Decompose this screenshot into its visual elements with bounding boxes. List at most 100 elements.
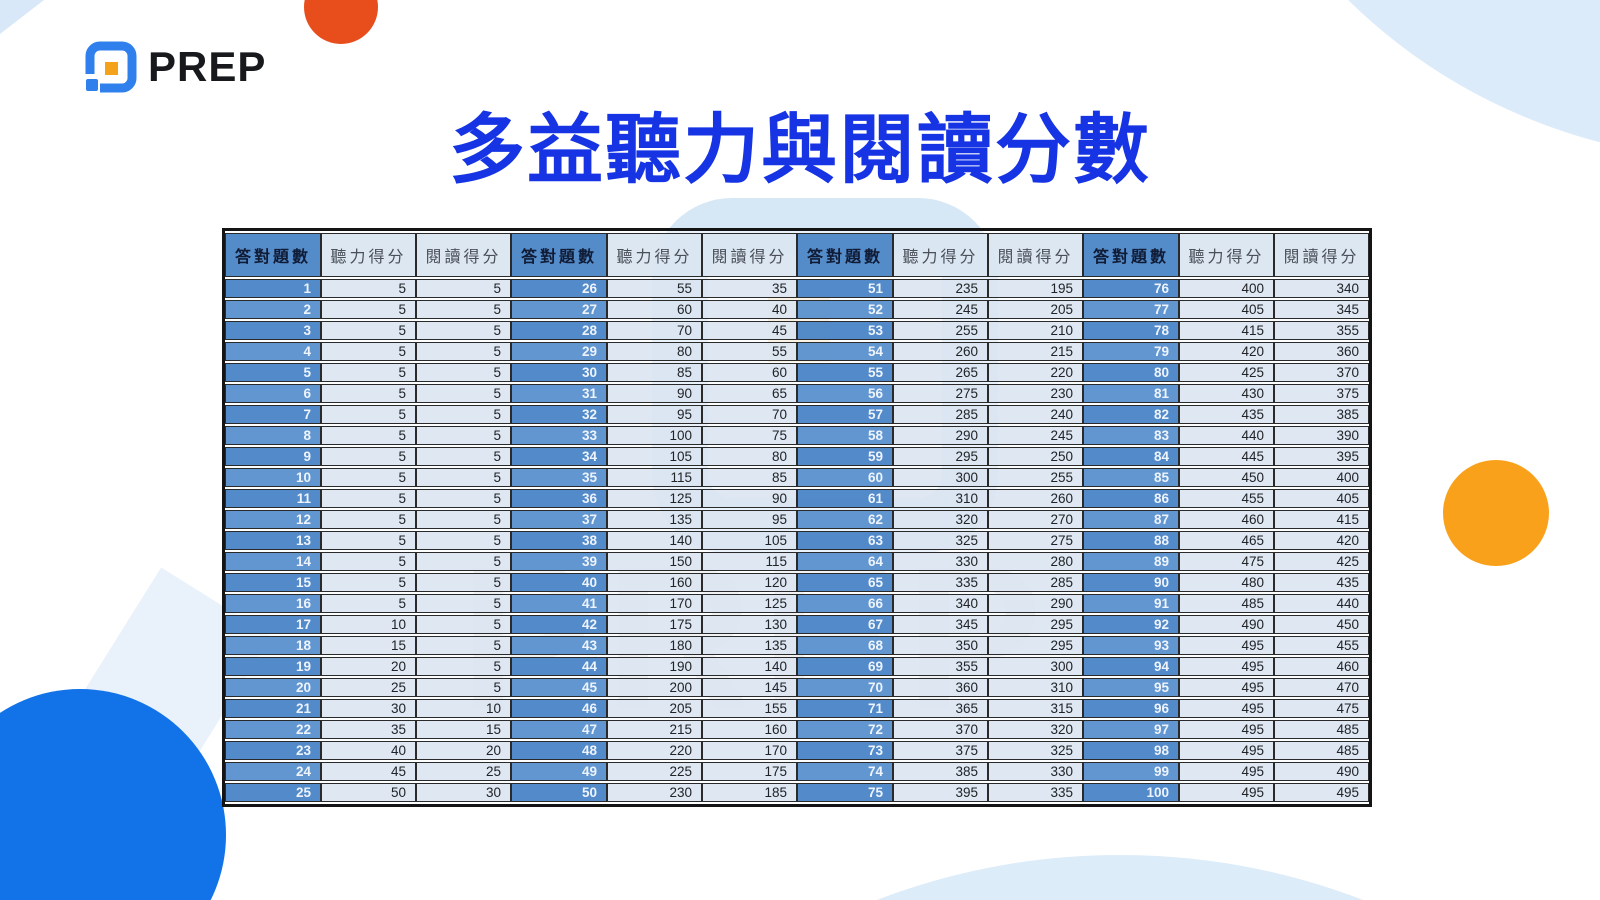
table-row: 13 5 5 38 140 105 63 325 275 88 465 420 [225, 531, 1369, 550]
listening-score-cell: 255 [893, 321, 988, 340]
light-blue-bottom-arc-decoration [440, 855, 1600, 900]
questions-cell: 62 [797, 510, 893, 529]
reading-score-cell: 270 [988, 510, 1083, 529]
listening-score-cell: 15 [321, 636, 416, 655]
questions-cell: 45 [511, 678, 607, 697]
listening-score-cell: 5 [321, 279, 416, 298]
questions-cell: 75 [797, 783, 893, 802]
page-title: 多益聽力與閱讀分數 [449, 108, 1151, 193]
reading-score-cell: 290 [988, 594, 1083, 613]
listening-score-cell: 40 [321, 741, 416, 760]
questions-cell: 6 [225, 384, 321, 403]
reading-score-cell: 55 [702, 342, 797, 361]
reading-score-cell: 315 [988, 699, 1083, 718]
questions-cell: 2 [225, 300, 321, 319]
questions-cell: 94 [1083, 657, 1179, 676]
reading-score-cell: 5 [416, 447, 511, 466]
listening-score-cell: 375 [893, 741, 988, 760]
red-orange-circle-decoration [304, 0, 378, 44]
questions-cell: 88 [1083, 531, 1179, 550]
reading-score-cell: 330 [988, 762, 1083, 781]
reading-score-cell: 185 [702, 783, 797, 802]
questions-cell: 54 [797, 342, 893, 361]
questions-cell: 19 [225, 657, 321, 676]
questions-cell: 30 [511, 363, 607, 382]
reading-score-cell: 20 [416, 741, 511, 760]
reading-score-cell: 320 [988, 720, 1083, 739]
listening-score-cell: 455 [1179, 489, 1274, 508]
listening-score-cell: 300 [893, 468, 988, 487]
reading-score-cell: 5 [416, 321, 511, 340]
reading-score-cell: 170 [702, 741, 797, 760]
questions-cell: 91 [1083, 594, 1179, 613]
questions-cell: 49 [511, 762, 607, 781]
listening-header: 聽力得分 [607, 233, 702, 277]
questions-cell: 15 [225, 573, 321, 592]
listening-score-cell: 285 [893, 405, 988, 424]
questions-cell: 89 [1083, 552, 1179, 571]
questions-cell: 93 [1083, 636, 1179, 655]
listening-score-cell: 5 [321, 489, 416, 508]
listening-score-cell: 320 [893, 510, 988, 529]
table-row: 16 5 5 41 170 125 66 340 290 91 485 440 [225, 594, 1369, 613]
questions-cell: 86 [1083, 489, 1179, 508]
questions-cell: 42 [511, 615, 607, 634]
reading-score-cell: 120 [702, 573, 797, 592]
listening-score-cell: 50 [321, 783, 416, 802]
questions-cell: 35 [511, 468, 607, 487]
listening-score-cell: 5 [321, 342, 416, 361]
questions-cell: 5 [225, 363, 321, 382]
questions-cell: 99 [1083, 762, 1179, 781]
reading-score-cell: 5 [416, 489, 511, 508]
reading-score-cell: 455 [1274, 636, 1369, 655]
table-row: 4 5 5 29 80 55 54 260 215 79 420 360 [225, 342, 1369, 361]
listening-score-cell: 495 [1179, 741, 1274, 760]
reading-score-cell: 420 [1274, 531, 1369, 550]
reading-score-cell: 5 [416, 363, 511, 382]
reading-score-cell: 25 [416, 762, 511, 781]
listening-score-cell: 395 [893, 783, 988, 802]
listening-score-cell: 20 [321, 657, 416, 676]
questions-header: 答對題數 [1083, 233, 1179, 277]
reading-score-cell: 370 [1274, 363, 1369, 382]
questions-cell: 71 [797, 699, 893, 718]
reading-score-cell: 325 [988, 741, 1083, 760]
listening-score-cell: 335 [893, 573, 988, 592]
reading-score-cell: 90 [702, 489, 797, 508]
questions-cell: 10 [225, 468, 321, 487]
table-row: 25 50 30 50 230 185 75 395 335 100 495 495 [225, 783, 1369, 802]
table-row: 17 10 5 42 175 130 67 345 295 92 490 450 [225, 615, 1369, 634]
table-row: 21 30 10 46 205 155 71 365 315 96 495 475 [225, 699, 1369, 718]
listening-score-cell: 350 [893, 636, 988, 655]
listening-score-cell: 495 [1179, 783, 1274, 802]
reading-score-cell: 40 [702, 300, 797, 319]
reading-score-cell: 230 [988, 384, 1083, 403]
questions-cell: 27 [511, 300, 607, 319]
listening-score-cell: 260 [893, 342, 988, 361]
reading-score-cell: 5 [416, 384, 511, 403]
reading-score-cell: 470 [1274, 678, 1369, 697]
table-row: 6 5 5 31 90 65 56 275 230 81 430 375 [225, 384, 1369, 403]
reading-score-cell: 5 [416, 342, 511, 361]
reading-score-cell: 60 [702, 363, 797, 382]
listening-score-cell: 125 [607, 489, 702, 508]
listening-score-cell: 170 [607, 594, 702, 613]
listening-score-cell: 490 [1179, 615, 1274, 634]
listening-score-cell: 440 [1179, 426, 1274, 445]
reading-score-cell: 205 [988, 300, 1083, 319]
reading-score-cell: 485 [1274, 720, 1369, 739]
questions-cell: 61 [797, 489, 893, 508]
questions-cell: 66 [797, 594, 893, 613]
reading-score-cell: 80 [702, 447, 797, 466]
questions-cell: 28 [511, 321, 607, 340]
reading-score-cell: 415 [1274, 510, 1369, 529]
questions-cell: 14 [225, 552, 321, 571]
corner-triangle-decoration [0, 0, 44, 34]
questions-cell: 58 [797, 426, 893, 445]
questions-cell: 16 [225, 594, 321, 613]
listening-score-cell: 5 [321, 510, 416, 529]
listening-score-cell: 295 [893, 447, 988, 466]
listening-score-cell: 495 [1179, 762, 1274, 781]
reading-score-cell: 385 [1274, 405, 1369, 424]
questions-cell: 77 [1083, 300, 1179, 319]
